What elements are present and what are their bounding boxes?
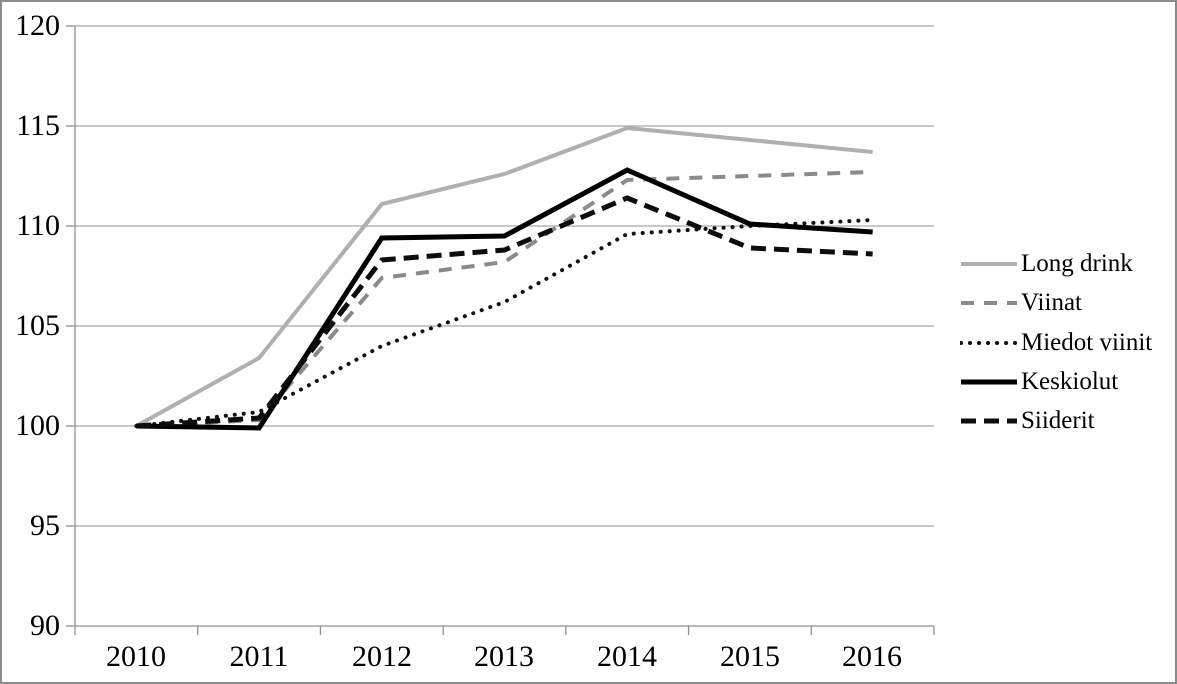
legend-item-viinat: Viinat [960,288,1082,318]
y-axis-tick-label: 95 [30,509,60,542]
legend-sample-line [961,262,1017,266]
legend-sample-line [961,301,1017,305]
legend-item-siiderit: Siiderit [960,406,1095,436]
y-axis-tick-label: 100 [15,409,60,442]
legend-label: Miedot viinit [1021,329,1153,356]
x-axis-tick-label: 2011 [229,640,289,673]
x-axis-tick-label: 2015 [720,640,780,673]
legend-sample-line [960,341,1018,345]
legend-sample-line [961,418,1017,424]
legend-label: Long drink [1021,250,1133,277]
y-axis-tick-label: 120 [15,9,60,42]
legend-label: Siiderit [1021,407,1095,434]
x-axis-tick-label: 2014 [597,640,657,673]
series-line-keskiolut [136,167,873,431]
x-axis-tick-label: 2010 [106,640,166,673]
y-axis-tick-label: 90 [30,609,60,642]
x-axis-tick-label: 2013 [474,640,534,673]
y-axis-tick-label: 105 [15,309,60,342]
series-line-viinat [136,170,873,428]
y-axis-tick-label: 115 [16,109,60,142]
legend-item-miedot-viinit: Miedot viinit [960,328,1152,358]
series-line-siiderit [136,195,873,429]
x-axis-tick-label: 2016 [842,640,902,673]
x-axis-tick-label: 2012 [352,640,412,673]
legend-item-long-drink: Long drink [960,249,1133,279]
legend-sample-line [961,379,1017,385]
legend-label: Viinat [1021,289,1082,316]
legend-item-keskiolut: Keskiolut [960,367,1118,397]
legend-label: Keskiolut [1021,368,1119,395]
y-axis-tick-label: 110 [16,209,60,242]
series-line-long-drink [135,125,873,428]
